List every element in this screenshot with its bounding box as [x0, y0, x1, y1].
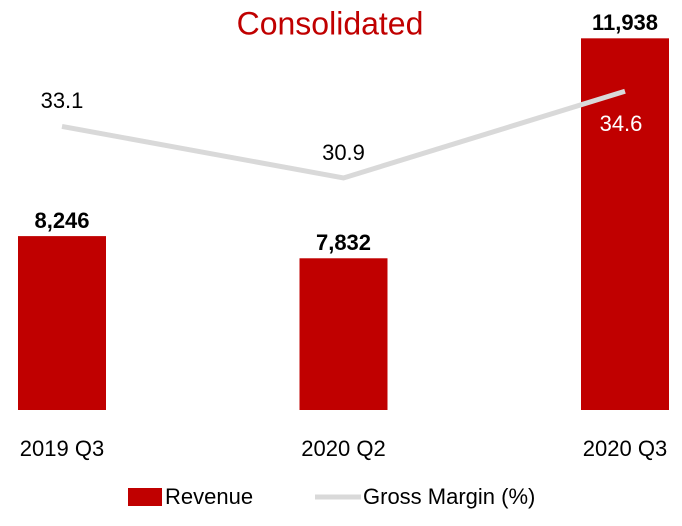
line-value-label: 34.6	[600, 111, 643, 136]
bar	[581, 38, 669, 410]
legend-swatch	[128, 488, 162, 506]
chart-title: Consolidated	[237, 5, 424, 41]
x-tick-label: 2020 Q3	[583, 436, 667, 461]
line	[61, 88, 626, 181]
bar	[299, 258, 388, 410]
legend-label: Gross Margin (%)	[363, 484, 535, 509]
x-tick-label: 2020 Q2	[301, 436, 385, 461]
line-value-label: 33.1	[41, 88, 84, 113]
legend-label: Revenue	[165, 484, 253, 509]
line-value-label: 30.9	[322, 140, 365, 165]
bar-value-label: 7,832	[316, 230, 371, 255]
x-tick-label: 2019 Q3	[20, 436, 104, 461]
bar-value-label: 11,938	[592, 10, 658, 35]
bar	[18, 236, 106, 410]
bar-value-label: 8,246	[34, 208, 89, 233]
